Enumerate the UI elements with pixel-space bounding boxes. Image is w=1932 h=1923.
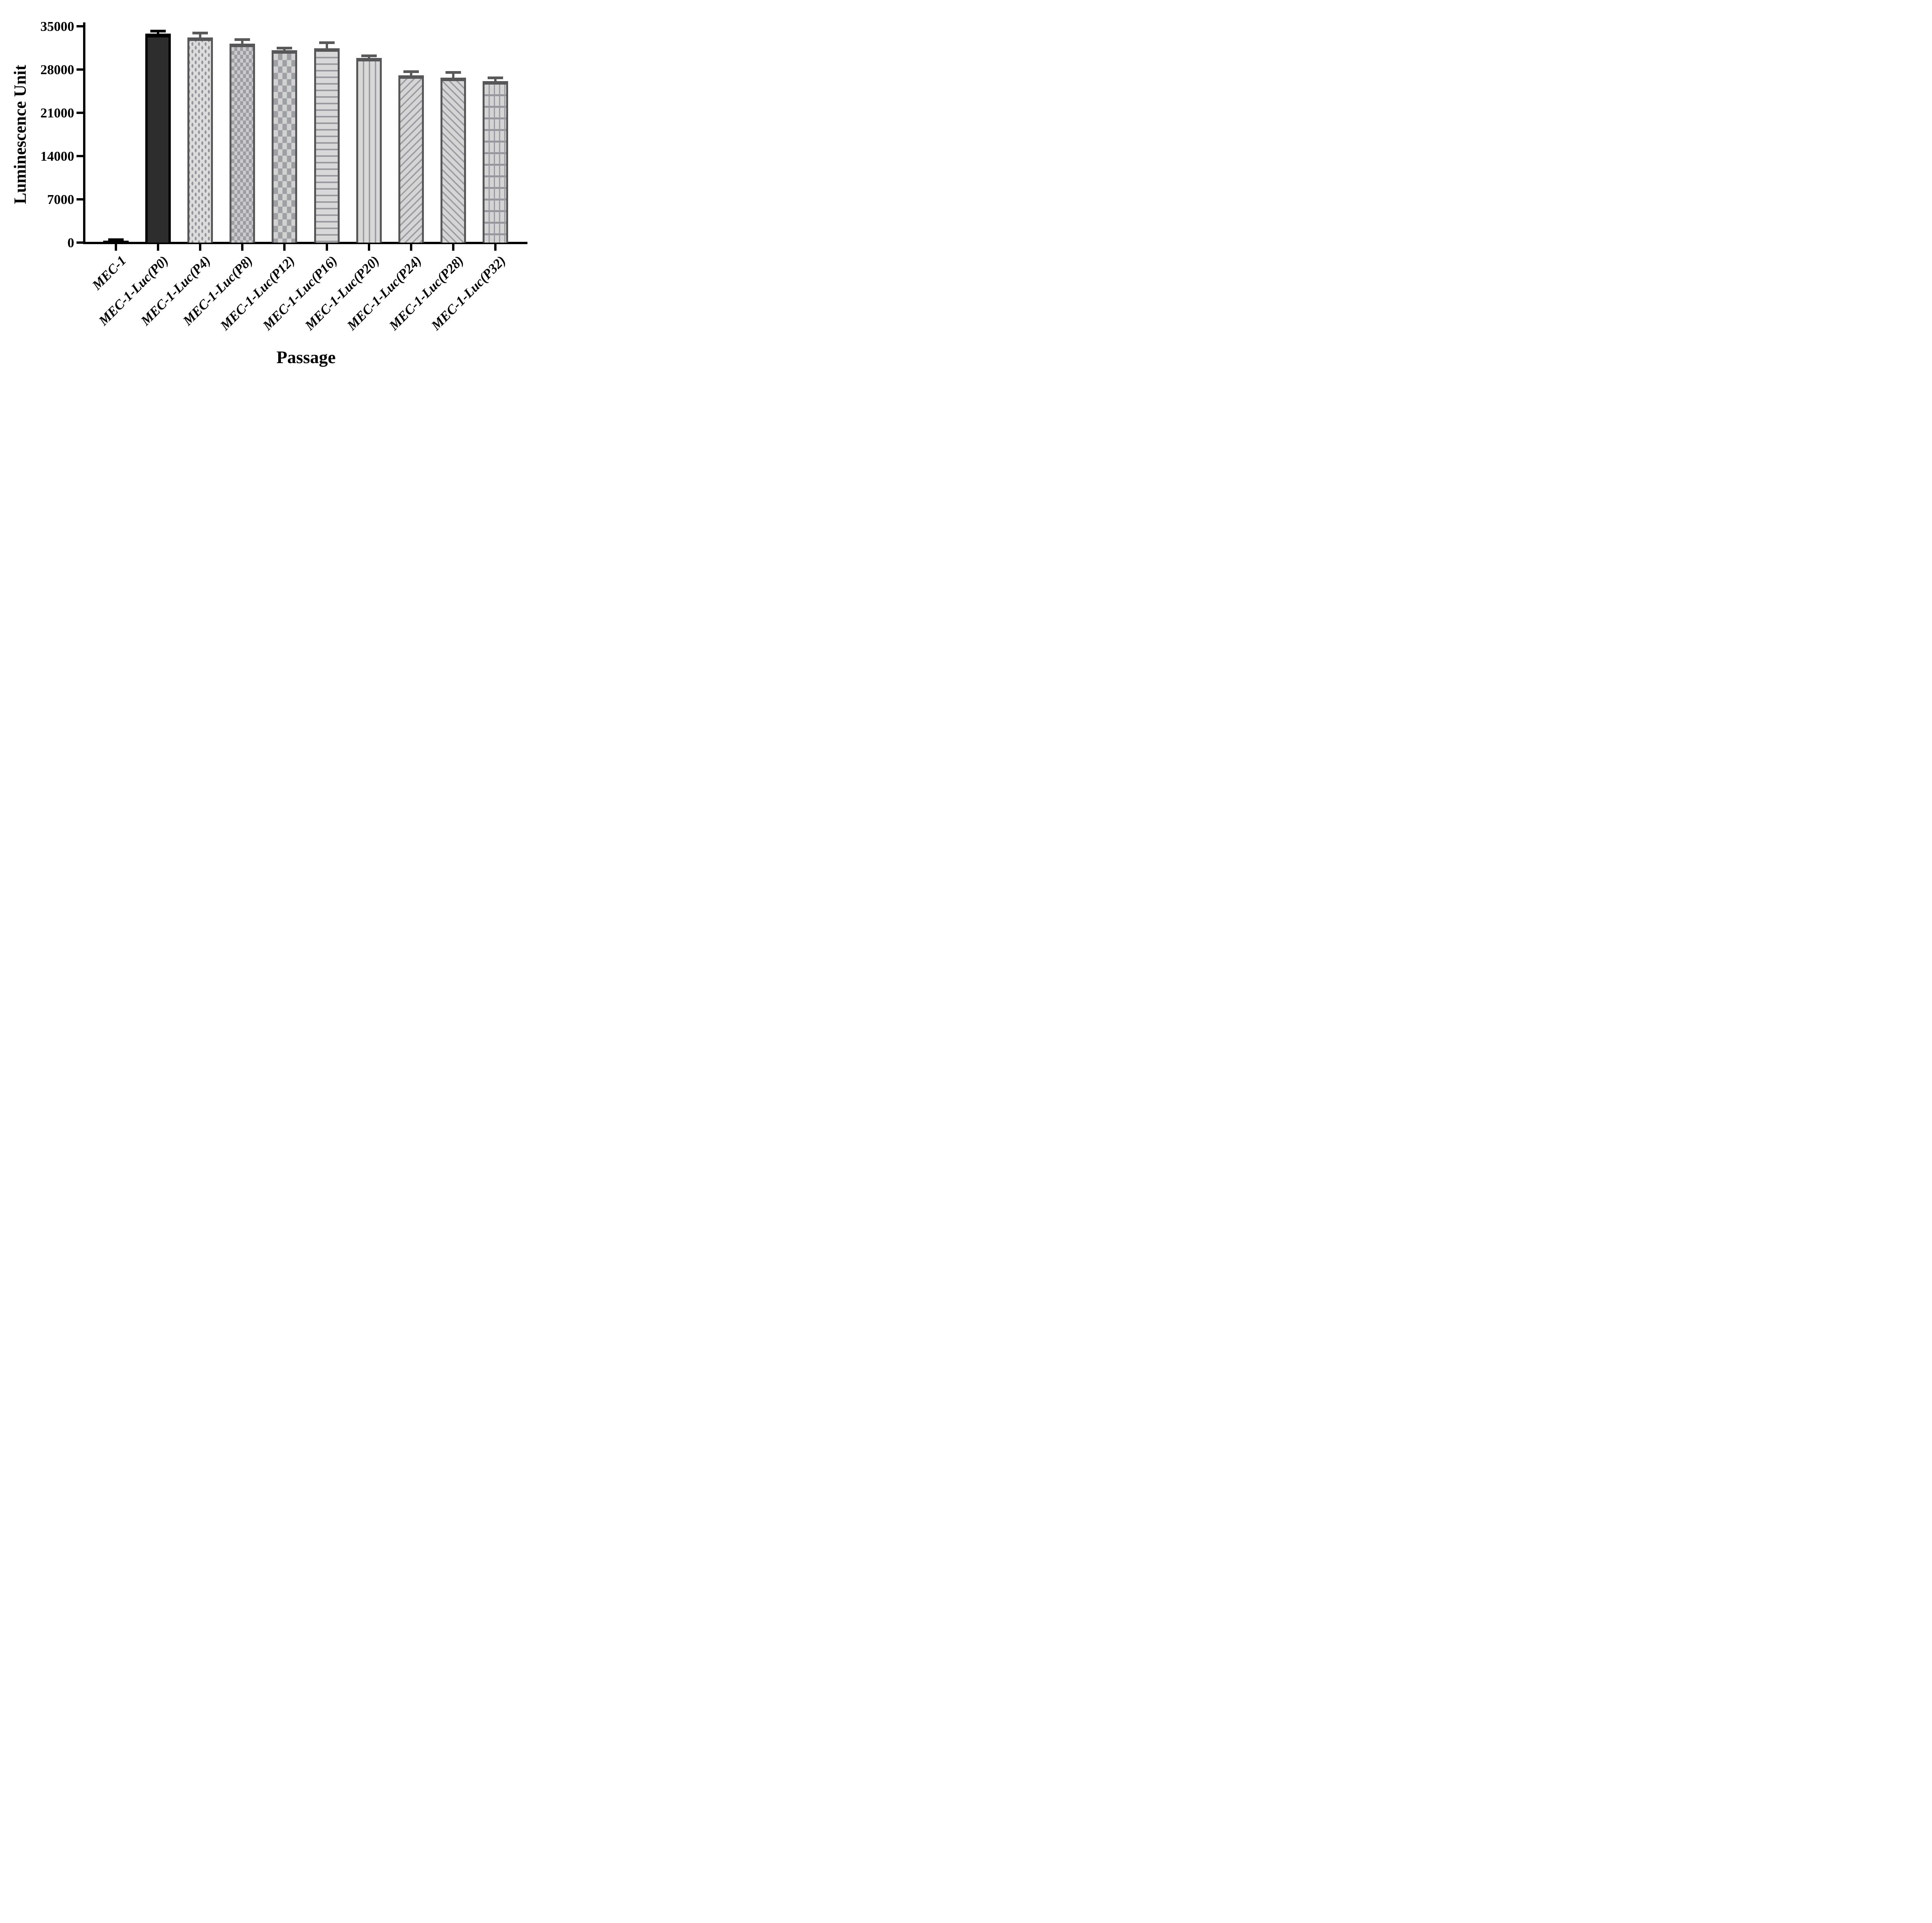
y-tick-28000 [77,68,83,71]
y-tick-21000 [77,112,83,114]
bar-MEC-1-Luc(P20) [356,58,382,243]
error-bar-stem-MEC-1-Luc(P24) [410,72,412,76]
x-tick-MEC-1 [115,244,117,251]
y-tick-label-21000: 21000 [40,105,75,121]
x-tick-MEC-1-Luc(P8) [241,244,244,251]
error-bar-stem-MEC-1-Luc(P0) [157,31,160,34]
y-tick-label-7000: 7000 [47,192,74,207]
x-axis-title: Passage [276,347,336,367]
x-tick-MEC-1-Luc(P4) [199,244,202,251]
y-tick-7000 [77,198,83,200]
error-bar-stem-MEC-1-Luc(P12) [283,48,286,50]
error-bar-cap-MEC-1-Luc(P12) [277,46,293,49]
error-bar-stem-MEC-1-Luc(P4) [199,33,202,37]
error-bar-cap-MEC-1-Luc(P4) [192,31,208,34]
bar-MEC-1 [103,241,129,243]
x-tick-MEC-1-Luc(P16) [325,244,328,251]
y-tick-14000 [77,155,83,157]
x-tick-MEC-1-Luc(P32) [494,244,497,251]
bar-MEC-1-Luc(P24) [398,75,424,243]
error-bar-stem-MEC-1-Luc(P16) [325,43,328,48]
x-tick-MEC-1-Luc(P0) [157,244,160,251]
bar-MEC-1-Luc(P32) [482,81,508,243]
y-tick-label-28000: 28000 [40,62,75,77]
y-tick-label-0: 0 [67,235,75,250]
y-tick-label-14000: 14000 [40,149,75,164]
y-tick-35000 [77,25,83,27]
error-bar-cap-MEC-1-Luc(P20) [361,54,377,57]
error-bar-cap-MEC-1-Luc(P0) [150,29,166,32]
bar-MEC-1-Luc(P4) [187,37,213,243]
y-axis-line [83,22,85,244]
x-tick-MEC-1-Luc(P20) [367,244,370,251]
x-tick-MEC-1-Luc(P24) [410,244,412,251]
y-axis-title: Luminescence Unit [10,65,30,204]
bar-MEC-1-Luc(P28) [440,77,466,243]
y-tick-0 [77,241,83,244]
error-bar-stem-MEC-1-Luc(P8) [241,40,244,44]
bar-chart-figure: Luminescence Unit Passage 0 7000 14000 2100… [0,0,551,385]
error-bar-cap-MEC-1-Luc(P8) [235,38,250,41]
bar-MEC-1-Luc(P12) [272,50,298,243]
bar-MEC-1-Luc(P16) [314,48,340,243]
error-bar-cap-MEC-1-Luc(P16) [319,41,335,44]
x-tick-MEC-1-Luc(P28) [452,244,454,251]
error-bar-cap-MEC-1 [108,238,124,241]
error-bar-cap-MEC-1-Luc(P32) [487,76,503,79]
error-bar-stem-MEC-1-Luc(P32) [494,78,497,82]
bar-MEC-1-Luc(P0) [145,34,171,243]
error-bar-stem-MEC-1-Luc(P28) [452,73,454,78]
x-tick-MEC-1-Luc(P12) [283,244,286,251]
bar-MEC-1-Luc(P8) [230,43,255,243]
error-bar-stem-MEC-1-Luc(P20) [367,56,370,58]
x-axis-line [83,242,527,244]
error-bar-cap-MEC-1-Luc(P24) [403,70,419,73]
y-tick-label-35000: 35000 [40,19,75,34]
error-bar-cap-MEC-1-Luc(P28) [445,71,461,74]
error-bar-stem-MEC-1 [115,240,117,241]
